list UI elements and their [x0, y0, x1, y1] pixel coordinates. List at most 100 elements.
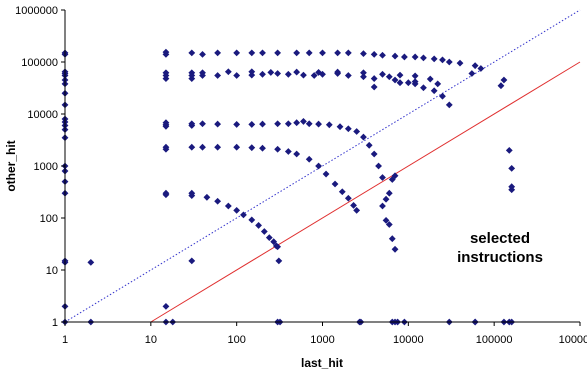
data-point — [233, 121, 241, 128]
data-point — [396, 79, 404, 87]
data-point — [162, 119, 170, 127]
data-point — [430, 55, 438, 63]
data-point — [360, 73, 367, 81]
data-point — [260, 228, 268, 235]
data-point — [379, 174, 386, 181]
data-point — [338, 188, 346, 196]
data-point — [353, 207, 361, 214]
x-axis-title: last_hit — [301, 356, 343, 370]
y-tick-label: 10 — [46, 265, 58, 277]
data-point — [305, 49, 313, 57]
data-point — [274, 70, 282, 77]
data-point — [344, 194, 352, 202]
y-tick-label: 100000 — [21, 57, 58, 69]
data-point — [331, 180, 339, 188]
data-point — [270, 238, 278, 246]
data-point — [265, 234, 273, 241]
x-tick-label: 1 — [62, 334, 68, 346]
data-point — [434, 80, 442, 88]
data-point — [350, 201, 357, 209]
selection-threshold-line — [150, 61, 581, 323]
data-point — [199, 143, 206, 151]
data-points — [61, 48, 516, 326]
data-point — [382, 195, 390, 203]
data-point — [445, 58, 453, 66]
data-point — [315, 162, 322, 170]
data-point — [391, 245, 399, 253]
data-point — [360, 50, 367, 58]
data-point — [240, 211, 247, 219]
data-point — [505, 146, 513, 154]
data-point — [430, 87, 438, 95]
data-point — [284, 148, 292, 155]
data-point — [353, 128, 361, 135]
data-point — [214, 49, 222, 57]
data-point — [284, 120, 292, 128]
data-point — [325, 121, 333, 129]
data-point — [224, 68, 232, 76]
y-tick-labels: 1 10 100 1000 10000 100000 1000000 — [15, 5, 65, 329]
data-point — [300, 71, 307, 79]
data-point — [385, 221, 393, 228]
data-point — [233, 143, 241, 151]
data-point — [426, 75, 434, 83]
data-point — [336, 123, 344, 131]
data-point — [87, 259, 95, 266]
y-tick-label: 10000 — [27, 109, 58, 121]
data-point — [214, 72, 222, 79]
data-point — [344, 49, 352, 57]
x-tick-label: 100 — [227, 334, 245, 346]
data-point — [267, 69, 275, 76]
data-point — [471, 62, 479, 70]
x-tick-label: 1000 — [310, 334, 334, 346]
data-point — [497, 82, 505, 90]
data-point — [379, 70, 386, 78]
data-point — [391, 76, 399, 84]
data-point — [214, 120, 222, 128]
y-tick-label: 1000000 — [15, 5, 58, 17]
data-point — [401, 53, 408, 61]
data-point — [214, 143, 222, 151]
data-point — [439, 56, 446, 64]
data-point — [259, 49, 266, 57]
data-point — [259, 70, 266, 78]
data-point — [477, 65, 485, 72]
data-point — [310, 72, 318, 79]
data-point — [199, 120, 206, 128]
data-point — [344, 125, 352, 133]
data-point — [391, 52, 399, 60]
data-point — [379, 51, 386, 59]
y-axis-title: other_hit — [4, 140, 18, 191]
data-point — [248, 121, 256, 128]
data-point — [162, 302, 170, 310]
data-point — [500, 76, 508, 84]
data-point — [322, 170, 330, 178]
data-point — [370, 75, 378, 82]
data-point — [162, 69, 170, 77]
data-point — [233, 72, 241, 79]
data-point — [365, 141, 373, 149]
data-point — [284, 70, 292, 78]
data-point — [300, 118, 307, 125]
data-point — [315, 120, 322, 128]
data-point — [334, 68, 342, 76]
data-point — [274, 120, 282, 128]
data-point — [411, 78, 419, 85]
data-point — [305, 155, 313, 163]
data-point — [420, 54, 427, 62]
data-point — [188, 257, 196, 265]
data-point — [344, 72, 352, 79]
data-point — [203, 193, 211, 201]
data-point — [456, 59, 464, 67]
data-point — [385, 73, 393, 81]
data-point — [248, 216, 256, 224]
data-point — [224, 202, 232, 210]
data-point — [248, 68, 256, 76]
data-point — [420, 84, 427, 92]
x-tick-label: 1000000 — [559, 334, 587, 346]
data-point — [411, 72, 419, 80]
data-point — [293, 150, 301, 158]
data-point — [255, 222, 262, 229]
data-point — [404, 79, 412, 87]
